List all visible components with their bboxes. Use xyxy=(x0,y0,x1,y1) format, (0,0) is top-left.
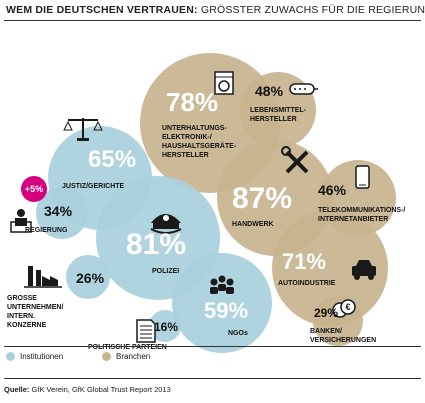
title-bold: WEM DIE DEUTSCHEN VERTRAUEN: xyxy=(6,4,198,16)
change-badge-label: +5% xyxy=(25,184,43,194)
value-polizei: 81% xyxy=(126,228,186,261)
source-note: Quelle: GfK Verein, GfK Global Trust Rep… xyxy=(4,385,171,394)
washing-machine-icon xyxy=(214,71,234,95)
legend-swatch-institutionen xyxy=(6,352,15,361)
chart-title: WEM DIE DEUTSCHEN VERTRAUEN: GRÖSSTER ZU… xyxy=(6,4,425,16)
value-ngos: 59% xyxy=(204,298,248,323)
document-icon xyxy=(136,319,156,343)
label-ngos: NGOs xyxy=(228,330,248,337)
label-grosse-2: UNTERNEHMEN/ xyxy=(7,304,63,311)
scales-icon xyxy=(63,118,103,141)
label-unterhaltungs-2: ELEKTRONIK-/ xyxy=(162,134,212,141)
bubble-ngos xyxy=(172,253,272,353)
label-banken-1: BANKEN/ xyxy=(310,328,342,335)
label-regierung: REGIERUNG xyxy=(25,227,68,234)
label-telekommunikations-2: INTERNETANBIETER xyxy=(318,216,388,223)
value-politische: 16% xyxy=(154,320,178,334)
value-lebensmittel: 48% xyxy=(255,83,284,99)
label-polizei: POLIZEI xyxy=(152,268,179,275)
legend-swatch-branchen xyxy=(102,352,111,361)
car-icon xyxy=(352,260,376,280)
source-label: Quelle: xyxy=(4,385,30,394)
label-lebensmittel-2: HERSTELLER xyxy=(250,116,297,123)
label-lebensmittel-1: LEBENSMITTEL- xyxy=(250,107,307,114)
label-grosse-3: INTERN. xyxy=(7,313,35,320)
value-unterhaltungs: 78% xyxy=(166,87,218,117)
value-grosse: 26% xyxy=(76,270,105,286)
label-telekommunikations-1: TELEKOMMUNIKATIONS-/ xyxy=(318,207,405,214)
value-regierung: 34% xyxy=(44,203,73,219)
legend-item-institutionen: Institutionen xyxy=(6,352,63,361)
legend-label-branchen: Branchen xyxy=(116,352,151,361)
label-unterhaltungs-1: UNTERHALTUNGS- xyxy=(162,125,227,132)
label-politische: POLITISCHE PARTEIEN xyxy=(88,344,167,351)
label-justiz-gerichte: JUSTIZ/GERICHTE xyxy=(62,183,125,190)
source-text: GfK Verein, GfK Global Trust Report 2013 xyxy=(31,385,171,394)
label-grosse-4: KONZERNE xyxy=(7,322,47,329)
legend-rule xyxy=(4,346,421,347)
label-banken-2: VERSICHERUNGEN xyxy=(310,337,376,344)
label-autoindustrie: AUTOINDUSTRIE xyxy=(278,280,336,287)
legend-item-branchen: Branchen xyxy=(102,352,150,361)
smartphone-icon xyxy=(355,165,370,189)
euro-glyph: € xyxy=(345,302,350,312)
value-banken: 29% xyxy=(314,306,338,320)
tools-icon xyxy=(281,146,309,174)
bubble-politische xyxy=(149,310,181,342)
change-badge xyxy=(21,176,47,202)
coins-icon: € xyxy=(332,299,356,318)
bubble-grosse xyxy=(66,255,110,299)
label-grosse-1: GROSSE xyxy=(7,295,37,302)
legend-label-institutionen: Institutionen xyxy=(20,352,64,361)
value-justiz-gerichte: 65% xyxy=(88,146,136,173)
police-cap-icon xyxy=(150,214,182,234)
sausage-icon xyxy=(289,83,318,95)
factory-icon xyxy=(24,266,62,288)
source-rule xyxy=(4,378,421,379)
value-autoindustrie: 71% xyxy=(282,249,326,274)
label-unterhaltungs-4: HERSTELLER xyxy=(162,152,209,159)
bubble-regierung xyxy=(36,187,88,239)
title-rest: GRÖSSTER ZUWACHS FÜR DIE REGIERUNG xyxy=(200,4,425,16)
value-telekommunikations: 46% xyxy=(318,182,347,198)
government-official-icon xyxy=(10,209,32,233)
group-people-icon xyxy=(210,275,234,294)
label-handwerk: HANDWERK xyxy=(232,221,274,228)
title-rule xyxy=(4,20,421,21)
value-handwerk: 87% xyxy=(232,182,292,215)
label-unterhaltungs-3: HAUSHALTSGERÄTE- xyxy=(162,142,237,150)
bubble-autoindustrie xyxy=(272,210,388,326)
